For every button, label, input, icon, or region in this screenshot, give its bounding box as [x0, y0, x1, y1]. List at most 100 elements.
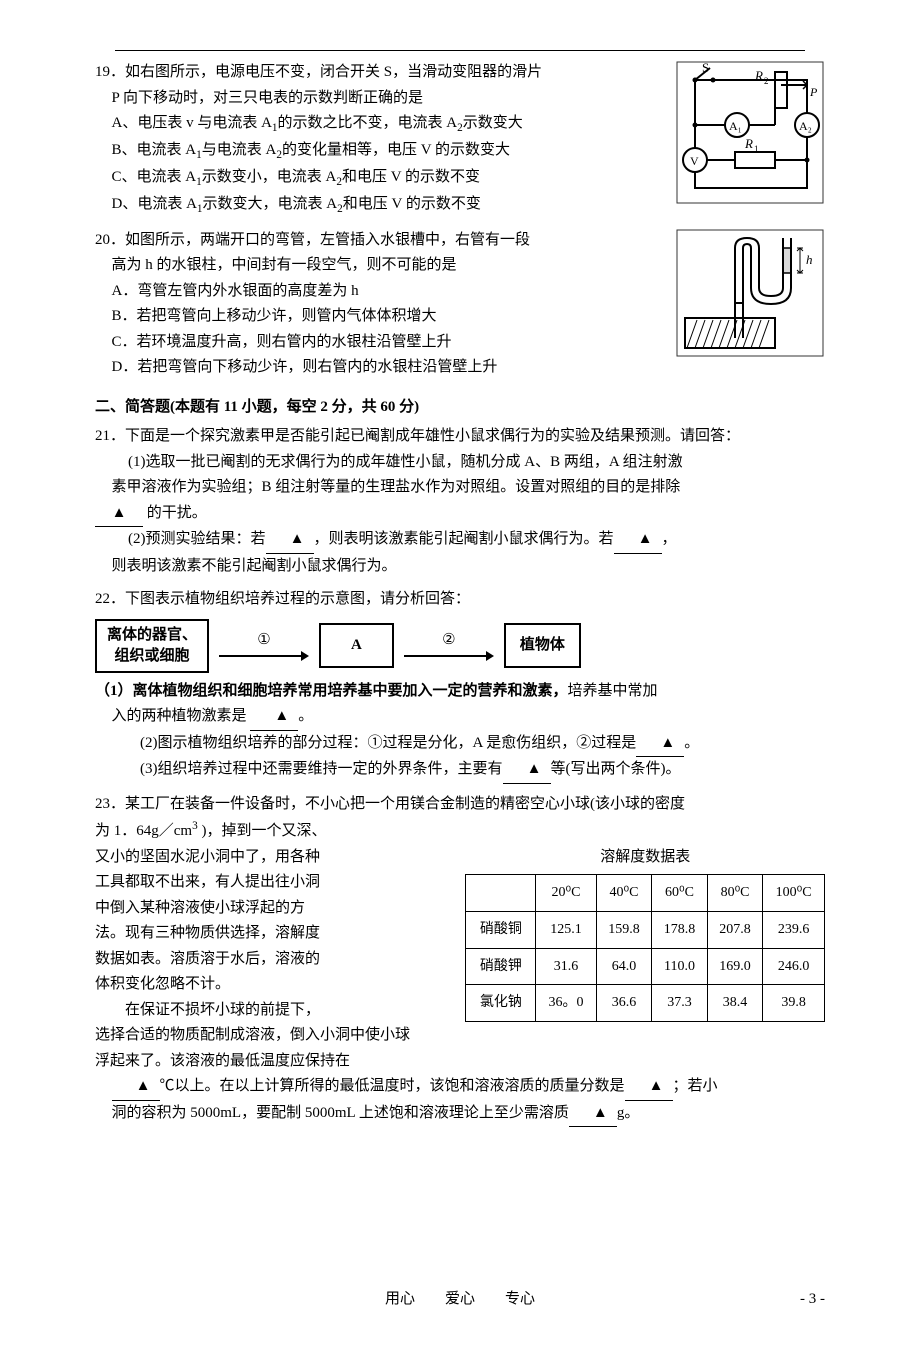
- q23-stem-b-post: )，掉到一个又深、: [198, 823, 327, 839]
- table-cell: 239.6: [763, 911, 825, 948]
- q19-d-mid: 示数变大，电流表 A: [203, 196, 338, 212]
- q21-p2c: ，: [662, 531, 677, 547]
- page-footer: 用心 爱心 专心 - 3 -: [95, 1287, 825, 1313]
- label-R2: R: [754, 68, 763, 83]
- question-19: S R 2 P A₁ A₂ V R 1: [95, 60, 825, 220]
- label-P: P: [809, 85, 818, 99]
- label-R1-sub: 1: [754, 144, 759, 154]
- footer-center: 用心 爱心 专心: [385, 1291, 535, 1307]
- table-header-row: 20⁰C40⁰C60⁰C80⁰C100⁰C: [466, 875, 825, 912]
- tube-svg: h: [675, 228, 825, 358]
- q19-b-end: 的变化量相等，电压 V 的示数变大: [282, 142, 510, 158]
- q23-left-line: 在保证不损坏小球的前提下，: [95, 998, 445, 1024]
- table-cell: 37.3: [652, 985, 708, 1022]
- label-R1: R: [744, 136, 753, 151]
- q21-p1b: 素甲溶液作为实验组；B 组注射等量的生理盐水作为对照组。设置对照组的目的是排除: [95, 475, 825, 501]
- q19-b-mid: 与电流表 A: [202, 142, 277, 158]
- label-S: S: [702, 60, 709, 75]
- q23-left-col: 又小的坚固水泥小洞中了，用各种工具都取不出来，有人提出往小洞中倒入某种溶液使小球…: [95, 845, 445, 1024]
- q22-p1-line2: 入的两种植物激素是 ▲ 。: [95, 704, 825, 731]
- q23-right-col: 溶解度数据表 20⁰C40⁰C60⁰C80⁰C100⁰C 硝酸铜125.1159…: [465, 845, 825, 1023]
- q23-after2: 浮起来了。该溶液的最低温度应保持在: [95, 1049, 825, 1075]
- q21-p2b: ，则表明该激素能引起阉割小鼠求偶行为。若: [314, 531, 614, 547]
- q22-p1d: 。: [298, 708, 313, 724]
- q22-p1c: 入的两种植物激素是: [112, 708, 247, 724]
- table-header-cell: 80⁰C: [707, 875, 763, 912]
- flow-arrow-1: ①: [219, 628, 309, 664]
- blank-marker: ▲: [614, 527, 662, 554]
- table-cell: 38.4: [707, 985, 763, 1022]
- q21-p1c: ▲ 的干扰。: [95, 501, 825, 528]
- table-cell: 39.8: [763, 985, 825, 1022]
- q22-p1b: 培养基中常加: [568, 679, 658, 705]
- arrow-icon: [404, 649, 494, 663]
- q23-tail2: 洞的容积为 5000mL，要配制 5000mL 上述饱和溶液理论上至少需溶质 ▲…: [95, 1101, 825, 1128]
- question-20: h 20．如图所示，两端开口的弯管，左管插入水银槽中，右管有一段 高为 h 的水…: [95, 228, 825, 381]
- label-A2: A₂: [799, 119, 812, 133]
- flow-box-A: A: [319, 623, 394, 668]
- q21-p1a: (1)选取一批已阉割的无求偶行为的成年雄性小鼠，随机分成 A、B 两组，A 组注…: [95, 450, 825, 476]
- blank-marker: ▲: [95, 501, 143, 528]
- table-row: 硝酸铜125.1159.8178.8207.8239.6: [466, 911, 825, 948]
- table-cell: 36。0: [536, 985, 596, 1022]
- table-cell: 31.6: [536, 948, 596, 985]
- q22-p3a: (3)组织培养过程中还需要维持一定的外界条件，主要有: [140, 761, 503, 777]
- q21-stem: 21．下面是一个探究激素甲是否能引起已阉割成年雄性小鼠求偶行为的实验及结果预测。…: [95, 424, 825, 450]
- table-body: 硝酸铜125.1159.8178.8207.8239.6硝酸钾31.664.01…: [466, 911, 825, 1021]
- q19-c-end: 和电压 V 的示数不变: [342, 169, 480, 185]
- q22-p2: (2)图示植物组织培养的部分过程：①过程是分化，A 是愈伤组织，②过程是 ▲ 。: [95, 731, 825, 758]
- q22-stem: 22．下图表示植物组织培养过程的示意图，请分析回答：: [95, 587, 825, 613]
- blank-marker: ▲: [636, 731, 684, 758]
- q22-p3b: 等(写出两个条件)。: [551, 761, 681, 777]
- table-header-cell: 100⁰C: [763, 875, 825, 912]
- flow-box1-l2: 组织或细胞: [115, 648, 190, 664]
- table-cell: 125.1: [536, 911, 596, 948]
- circuit-figure: S R 2 P A₁ A₂ V R 1: [675, 60, 825, 215]
- label-R2-sub: 2: [764, 76, 769, 86]
- table-cell: 169.0: [707, 948, 763, 985]
- q23-tail2b: g。: [617, 1105, 640, 1121]
- table-cell: 氯化钠: [466, 985, 536, 1022]
- table-cell: 36.6: [596, 985, 652, 1022]
- question-22: 22．下图表示植物组织培养过程的示意图，请分析回答： 离体的器官、 组织或细胞 …: [95, 587, 825, 784]
- label-h: h: [806, 252, 813, 267]
- q21-p2d: 则表明该激素不能引起阉割小鼠求偶行为。: [95, 554, 825, 580]
- flow-diagram: 离体的器官、 组织或细胞 ① A ② 植物体: [95, 619, 825, 673]
- circuit-svg: S R 2 P A₁ A₂ V R 1: [675, 60, 825, 205]
- q23-stem-a: 23．某工厂在装备一件设备时，不小心把一个用镁合金制造的精密空心小球(该小球的密…: [95, 792, 825, 818]
- flow-box-1: 离体的器官、 组织或细胞: [95, 619, 209, 673]
- table-cell: 硝酸铜: [466, 911, 536, 948]
- q22-p1a: （1）离体植物组织和细胞培养常用培养基中要加入一定的营养和激素，: [95, 679, 568, 705]
- table-header-cell: 60⁰C: [652, 875, 708, 912]
- blank-marker: ▲: [250, 704, 298, 731]
- q21-p1c-tail: 的干扰。: [147, 505, 207, 521]
- arrow-icon: [219, 649, 309, 663]
- flow-arrow-2: ②: [404, 628, 494, 664]
- table-header-cell: 20⁰C: [536, 875, 596, 912]
- label-A1: A₁: [729, 119, 742, 133]
- table-cell: 178.8: [652, 911, 708, 948]
- q23-after: 选择合适的物质配制成溶液，倒入小洞中使小球: [95, 1023, 825, 1049]
- table-row: 氯化钠36。036.637.338.439.8: [466, 985, 825, 1022]
- q23-left-line: 工具都取不出来，有人提出往小洞: [95, 870, 445, 896]
- section2-heading: 二、简答题(本题有 11 小题，每空 2 分，共 60 分): [95, 395, 825, 421]
- table-caption: 溶解度数据表: [465, 845, 825, 871]
- q19-ManageHead: D、电流表 A: [112, 196, 197, 212]
- q23-stem-b-pre: 为 1．64g／cm: [95, 823, 192, 839]
- flow-box1-l1: 离体的器官、: [107, 627, 197, 643]
- q22-p1-line1: （1）离体植物组织和细胞培养常用培养基中要加入一定的营养和激素，培养基中常加: [95, 679, 825, 705]
- table-row: 硝酸钾31.664.0110.0169.0246.0: [466, 948, 825, 985]
- q19-d-end: 和电压 V 的示数不变: [343, 196, 481, 212]
- table-cell: 64.0: [596, 948, 652, 985]
- q23-left-line: 体积变化忽略不计。: [95, 972, 445, 998]
- question-21: 21．下面是一个探究激素甲是否能引起已阉割成年雄性小鼠求偶行为的实验及结果预测。…: [95, 424, 825, 579]
- q23-tail1: ▲ ℃以上。在以上计算所得的最低温度时，该饱和溶液溶质的质量分数是 ▲ ；若小: [95, 1074, 825, 1101]
- q23-left-line: 数据如表。溶质溶于水后，溶液的: [95, 947, 445, 973]
- table-cell: 硝酸钾: [466, 948, 536, 985]
- q23-two-col: 又小的坚固水泥小洞中了，用各种工具都取不出来，有人提出往小洞中倒入某种溶液使小球…: [95, 845, 825, 1024]
- q22-p2a: (2)图示植物组织培养的部分过程：①过程是分化，A 是愈伤组织，②过程是: [140, 735, 636, 751]
- flow-box-3: 植物体: [504, 623, 581, 668]
- table-header-cell: [466, 875, 536, 912]
- table-cell: 110.0: [652, 948, 708, 985]
- table-cell: 159.8: [596, 911, 652, 948]
